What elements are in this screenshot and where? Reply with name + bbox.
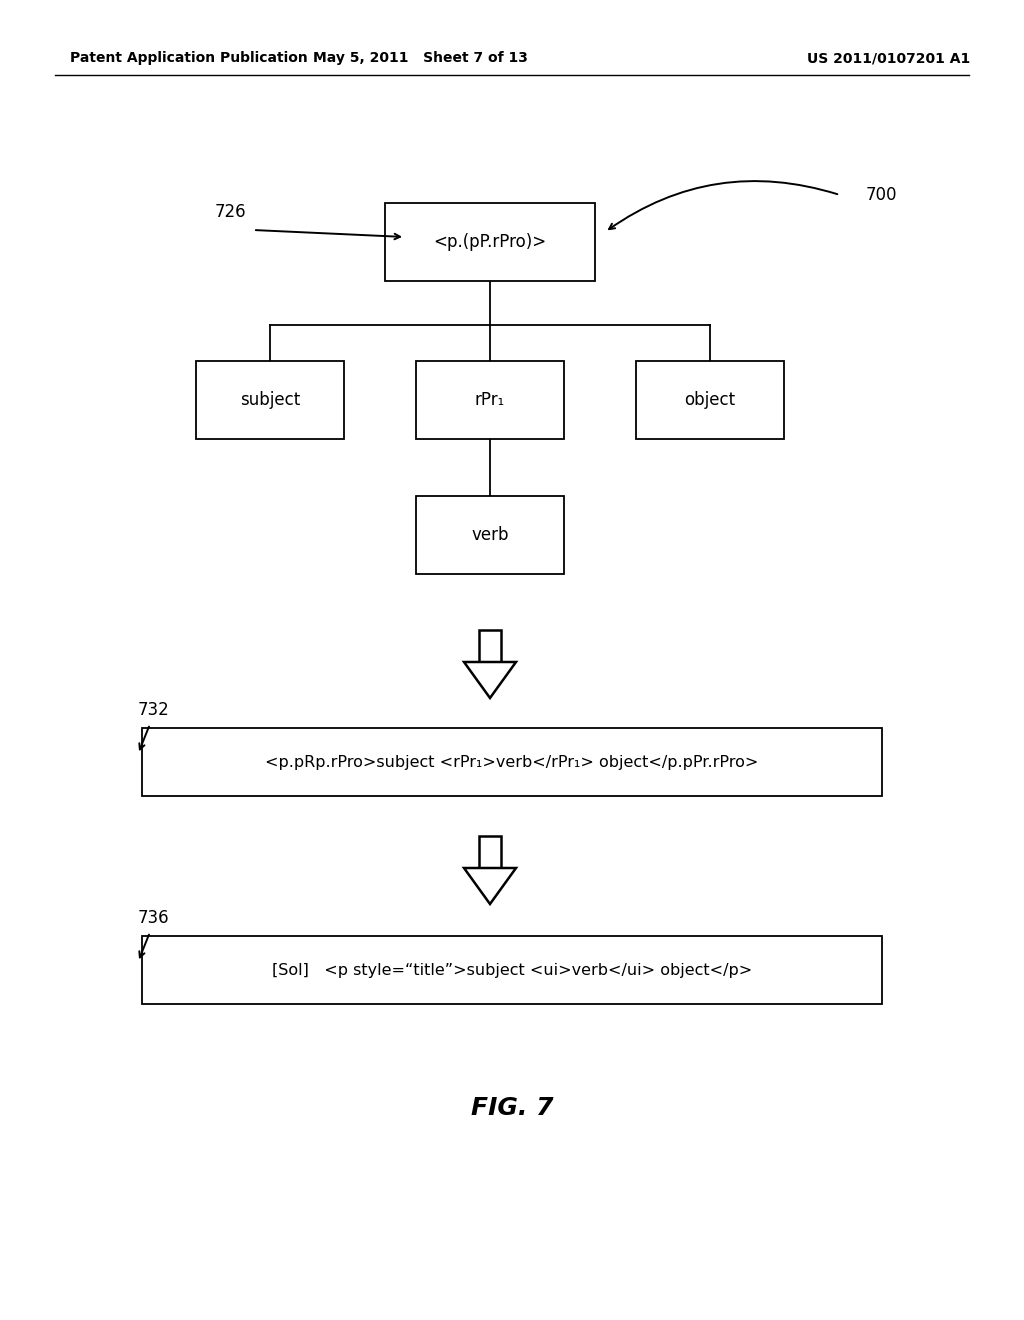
Bar <box>479 630 501 663</box>
FancyBboxPatch shape <box>142 729 882 796</box>
Text: verb: verb <box>471 525 509 544</box>
FancyBboxPatch shape <box>142 936 882 1005</box>
Bar <box>479 836 501 869</box>
Text: rPr₁: rPr₁ <box>475 391 505 409</box>
Text: 726: 726 <box>215 203 247 220</box>
Text: 700: 700 <box>866 186 897 205</box>
Text: FIG. 7: FIG. 7 <box>471 1096 553 1119</box>
Text: subject: subject <box>240 391 300 409</box>
FancyBboxPatch shape <box>196 360 344 440</box>
Text: <p.(pP.rPro)>: <p.(pP.rPro)> <box>433 234 547 251</box>
Text: <p.pRp.rPro>subject <rPr₁>verb</rPr₁> object</p.pPr.rPro>: <p.pRp.rPro>subject <rPr₁>verb</rPr₁> ob… <box>265 755 759 770</box>
FancyBboxPatch shape <box>416 496 564 574</box>
FancyBboxPatch shape <box>636 360 784 440</box>
FancyBboxPatch shape <box>416 360 564 440</box>
Text: May 5, 2011   Sheet 7 of 13: May 5, 2011 Sheet 7 of 13 <box>312 51 527 65</box>
Text: 736: 736 <box>138 909 170 927</box>
Polygon shape <box>464 869 516 904</box>
Text: US 2011/0107201 A1: US 2011/0107201 A1 <box>807 51 970 65</box>
Polygon shape <box>464 663 516 698</box>
FancyBboxPatch shape <box>385 203 595 281</box>
Text: Patent Application Publication: Patent Application Publication <box>70 51 308 65</box>
Text: 732: 732 <box>138 701 170 719</box>
Text: [Sol]   <p style=“title”>subject <ui>verb</ui> object</p>: [Sol] <p style=“title”>subject <ui>verb<… <box>272 962 752 978</box>
Text: object: object <box>684 391 735 409</box>
